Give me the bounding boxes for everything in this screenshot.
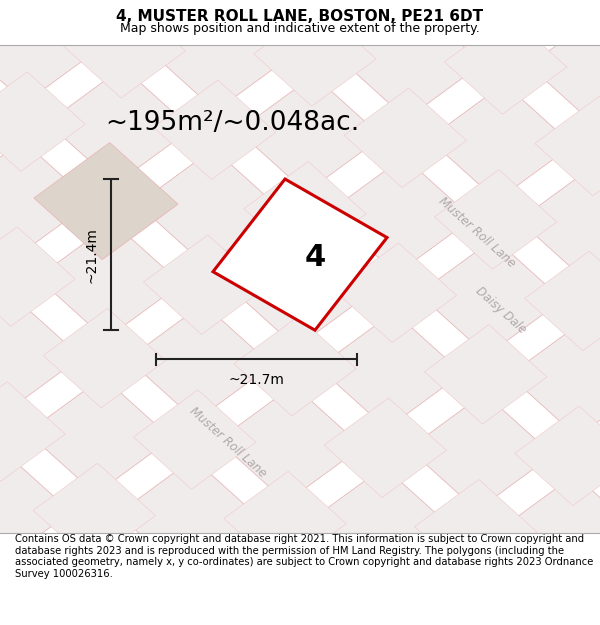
- Polygon shape: [28, 377, 172, 494]
- Polygon shape: [254, 7, 376, 106]
- Polygon shape: [0, 141, 91, 258]
- Polygon shape: [419, 238, 563, 356]
- Polygon shape: [47, 68, 191, 184]
- Polygon shape: [0, 451, 71, 568]
- Polygon shape: [53, 153, 176, 253]
- Polygon shape: [0, 0, 101, 102]
- Text: Daisy Dale: Daisy Dale: [473, 285, 529, 337]
- Polygon shape: [519, 165, 600, 282]
- Polygon shape: [599, 401, 600, 518]
- Text: 4, MUSTER ROLL LANE, BOSTON, PE21 6DT: 4, MUSTER ROLL LANE, BOSTON, PE21 6DT: [116, 9, 484, 24]
- Text: Map shows position and indicative extent of the property.: Map shows position and indicative extent…: [120, 22, 480, 35]
- Polygon shape: [17, 532, 161, 625]
- Text: Contains OS data © Crown copyright and database right 2021. This information is : Contains OS data © Crown copyright and d…: [15, 534, 593, 579]
- Polygon shape: [545, 0, 600, 41]
- Text: Muster Roll Lane: Muster Roll Lane: [436, 195, 518, 271]
- Polygon shape: [234, 316, 356, 416]
- Polygon shape: [0, 537, 55, 625]
- Polygon shape: [63, 0, 185, 98]
- Polygon shape: [314, 553, 437, 625]
- Polygon shape: [148, 0, 292, 111]
- Polygon shape: [354, 0, 476, 32]
- Polygon shape: [499, 475, 600, 592]
- Polygon shape: [137, 149, 281, 266]
- Polygon shape: [515, 406, 600, 506]
- Polygon shape: [409, 393, 553, 510]
- Polygon shape: [33, 463, 155, 562]
- Polygon shape: [143, 235, 266, 334]
- Text: 4: 4: [304, 242, 326, 271]
- Polygon shape: [228, 230, 372, 348]
- Polygon shape: [163, 0, 286, 24]
- Text: Muster Roll Lane: Muster Roll Lane: [187, 404, 269, 480]
- Polygon shape: [0, 296, 81, 412]
- Polygon shape: [319, 312, 463, 429]
- Polygon shape: [509, 320, 600, 437]
- Polygon shape: [334, 243, 457, 342]
- Polygon shape: [248, 0, 392, 38]
- Polygon shape: [0, 227, 75, 326]
- Polygon shape: [525, 251, 600, 351]
- Polygon shape: [0, 72, 85, 171]
- Polygon shape: [128, 304, 272, 421]
- Polygon shape: [0, 59, 1, 176]
- Polygon shape: [324, 398, 446, 498]
- Polygon shape: [0, 0, 95, 16]
- Polygon shape: [589, 556, 600, 625]
- Polygon shape: [535, 96, 600, 196]
- Polygon shape: [118, 459, 262, 576]
- Text: ~21.7m: ~21.7m: [229, 373, 284, 387]
- Polygon shape: [37, 222, 181, 339]
- Polygon shape: [505, 561, 600, 625]
- Polygon shape: [415, 479, 537, 579]
- Polygon shape: [445, 15, 567, 114]
- Polygon shape: [344, 88, 467, 188]
- Polygon shape: [398, 548, 542, 625]
- Polygon shape: [328, 157, 472, 274]
- Polygon shape: [244, 161, 366, 261]
- Polygon shape: [308, 467, 452, 584]
- Polygon shape: [154, 80, 276, 179]
- Polygon shape: [434, 169, 557, 269]
- Polygon shape: [338, 2, 482, 119]
- Polygon shape: [124, 545, 246, 625]
- Polygon shape: [213, 179, 387, 330]
- Polygon shape: [0, 382, 65, 481]
- Polygon shape: [208, 540, 352, 625]
- Polygon shape: [439, 0, 583, 46]
- Polygon shape: [34, 142, 178, 259]
- Polygon shape: [224, 471, 346, 571]
- Polygon shape: [218, 385, 362, 502]
- Polygon shape: [133, 390, 256, 489]
- Polygon shape: [58, 0, 202, 29]
- Polygon shape: [0, 0, 11, 21]
- Polygon shape: [424, 324, 547, 424]
- Polygon shape: [428, 84, 572, 201]
- Polygon shape: [529, 10, 600, 127]
- Text: ~195m²/~0.048ac.: ~195m²/~0.048ac.: [105, 110, 359, 136]
- Text: ~21.4m: ~21.4m: [85, 227, 99, 282]
- Polygon shape: [43, 308, 166, 408]
- Polygon shape: [238, 76, 382, 192]
